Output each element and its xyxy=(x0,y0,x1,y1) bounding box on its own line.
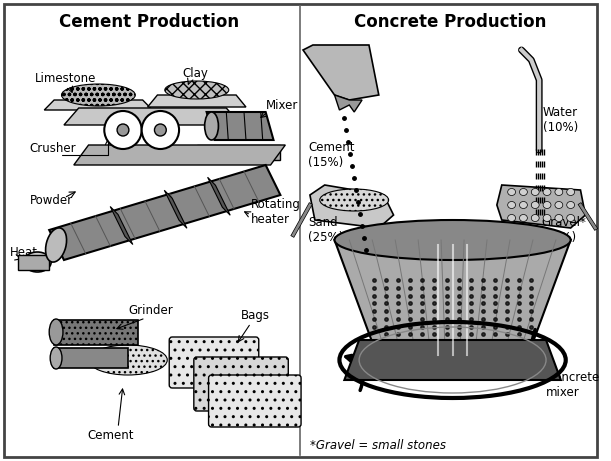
Polygon shape xyxy=(208,177,230,215)
Text: *Gravel = small stones: *Gravel = small stones xyxy=(310,438,446,451)
Text: Cement
(15%): Cement (15%) xyxy=(308,141,354,169)
Ellipse shape xyxy=(62,84,135,106)
FancyBboxPatch shape xyxy=(4,4,597,457)
Text: Bags: Bags xyxy=(241,308,270,321)
Ellipse shape xyxy=(532,214,539,221)
Ellipse shape xyxy=(543,189,551,195)
Text: Limestone: Limestone xyxy=(34,71,96,84)
Ellipse shape xyxy=(555,189,563,195)
Text: Gravel*
(50%): Gravel* (50%) xyxy=(541,216,586,244)
Polygon shape xyxy=(334,240,571,360)
Text: Water
(10%): Water (10%) xyxy=(543,106,579,134)
Polygon shape xyxy=(345,340,561,380)
Ellipse shape xyxy=(567,201,574,208)
Polygon shape xyxy=(54,320,137,345)
Ellipse shape xyxy=(165,81,229,99)
Ellipse shape xyxy=(519,189,527,195)
Ellipse shape xyxy=(508,214,516,221)
Text: Powder: Powder xyxy=(29,194,73,207)
Ellipse shape xyxy=(555,214,563,221)
Polygon shape xyxy=(64,108,241,125)
Text: Crusher: Crusher xyxy=(29,142,76,154)
Polygon shape xyxy=(74,145,285,165)
Polygon shape xyxy=(303,45,379,100)
Polygon shape xyxy=(497,185,585,228)
Ellipse shape xyxy=(555,201,563,208)
Ellipse shape xyxy=(543,201,551,208)
Polygon shape xyxy=(110,207,133,244)
Text: Heat: Heat xyxy=(10,246,38,259)
FancyBboxPatch shape xyxy=(169,337,259,388)
Text: Clay: Clay xyxy=(182,66,208,79)
Ellipse shape xyxy=(104,111,142,149)
Polygon shape xyxy=(49,165,280,260)
Ellipse shape xyxy=(379,346,526,374)
Polygon shape xyxy=(334,95,362,112)
Ellipse shape xyxy=(508,201,516,208)
Ellipse shape xyxy=(89,345,167,375)
Polygon shape xyxy=(207,112,274,140)
Text: Concrete Production: Concrete Production xyxy=(354,13,547,31)
Polygon shape xyxy=(197,145,280,160)
Polygon shape xyxy=(164,190,187,228)
Ellipse shape xyxy=(142,111,179,149)
Ellipse shape xyxy=(155,124,166,136)
Polygon shape xyxy=(44,100,153,110)
Ellipse shape xyxy=(519,214,527,221)
Polygon shape xyxy=(310,185,393,228)
Text: Sand
(25%): Sand (25%) xyxy=(308,216,343,244)
Text: Cement: Cement xyxy=(87,429,133,442)
Ellipse shape xyxy=(508,189,516,195)
Ellipse shape xyxy=(334,220,571,260)
Polygon shape xyxy=(54,348,128,368)
Ellipse shape xyxy=(519,201,527,208)
Polygon shape xyxy=(18,255,49,270)
Text: Grinder: Grinder xyxy=(128,303,173,317)
Text: Rotating
heater: Rotating heater xyxy=(251,198,301,226)
Ellipse shape xyxy=(532,201,539,208)
Ellipse shape xyxy=(49,319,63,345)
FancyBboxPatch shape xyxy=(208,375,301,427)
Ellipse shape xyxy=(24,252,51,272)
Text: Cement Production: Cement Production xyxy=(59,13,240,31)
Ellipse shape xyxy=(532,189,539,195)
Ellipse shape xyxy=(320,189,389,211)
Ellipse shape xyxy=(567,189,574,195)
Text: Concrete
mixer: Concrete mixer xyxy=(546,371,599,399)
Ellipse shape xyxy=(205,112,218,140)
Ellipse shape xyxy=(543,214,551,221)
Ellipse shape xyxy=(50,347,62,369)
Text: Mixer: Mixer xyxy=(266,99,298,112)
Ellipse shape xyxy=(567,214,574,221)
Polygon shape xyxy=(148,95,246,107)
Ellipse shape xyxy=(117,124,129,136)
Ellipse shape xyxy=(46,228,67,262)
FancyBboxPatch shape xyxy=(194,357,288,411)
